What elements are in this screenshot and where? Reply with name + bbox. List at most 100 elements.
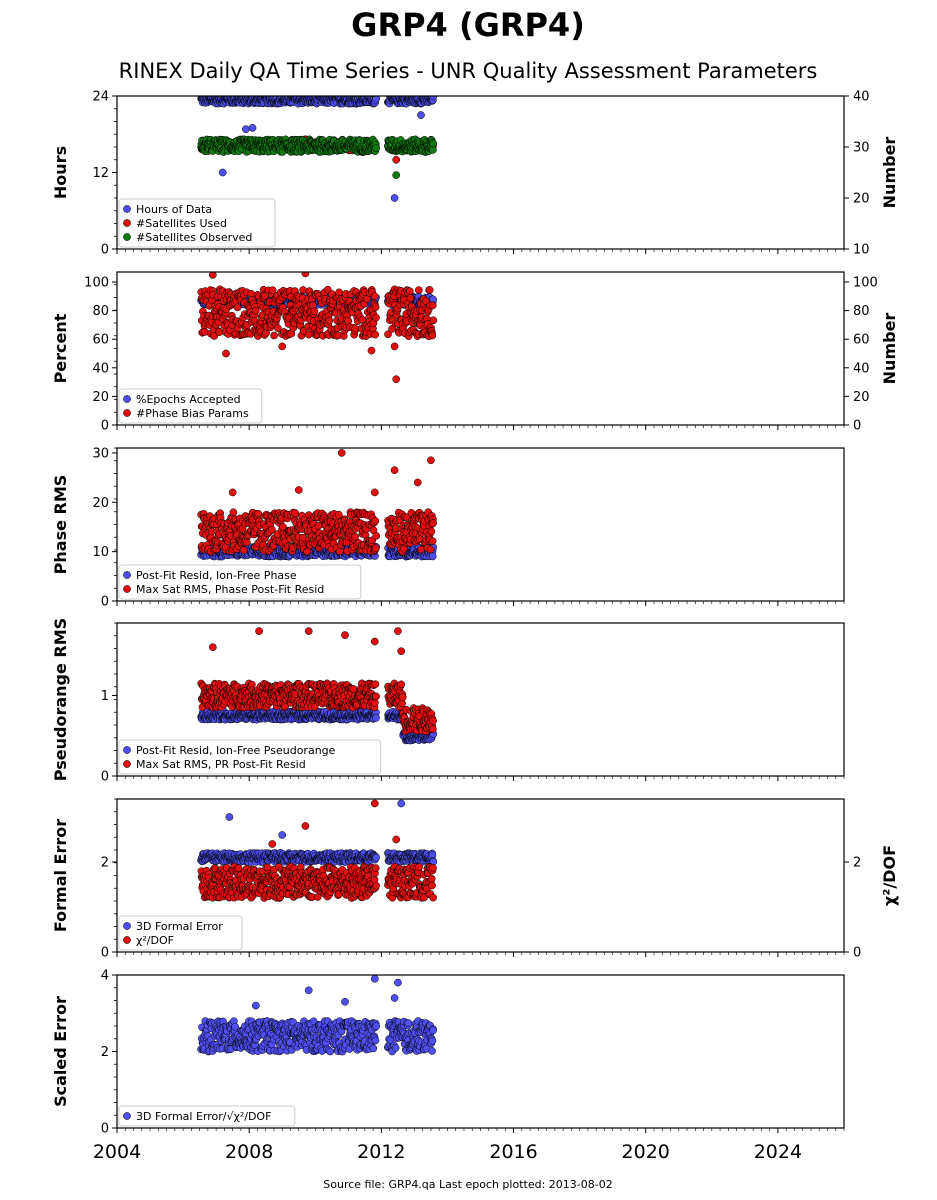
data-point-outlier	[390, 342, 399, 351]
y-axis-label: Hours	[51, 146, 70, 199]
data-point-outlier	[242, 125, 250, 134]
legend: Hours of Data#Satellites Used#Satellites…	[118, 198, 276, 248]
y-tick-label-right: 0	[853, 419, 861, 434]
data-point	[303, 547, 312, 556]
data-point	[372, 144, 380, 153]
y-tick-label-right: 30	[853, 141, 870, 156]
data-point	[251, 306, 260, 315]
data-point	[270, 331, 278, 340]
legend-label: %Epochs Accepted	[136, 393, 241, 406]
y-axis-label: Percent	[51, 313, 70, 383]
y-tick-label: 10	[92, 545, 109, 560]
data-point	[429, 139, 437, 148]
data-point-outlier	[248, 124, 257, 132]
series-blue-points	[197, 96, 438, 202]
x-ticks	[116, 601, 845, 606]
legend-marker	[123, 233, 131, 241]
data-point	[429, 519, 437, 528]
legend-marker	[123, 205, 131, 213]
data-point	[371, 517, 380, 525]
data-point	[384, 330, 392, 339]
data-point-outlier	[390, 466, 399, 475]
panel-2-points	[197, 272, 438, 384]
legend-label: #Satellites Used	[136, 217, 227, 230]
data-point-outlier	[337, 449, 346, 457]
data-point	[428, 537, 437, 545]
data-point	[268, 286, 277, 295]
data-point	[229, 508, 238, 517]
data-point	[372, 714, 380, 722]
data-point	[274, 324, 282, 333]
data-point	[335, 547, 344, 556]
legend-label: #Phase Bias Params	[136, 407, 249, 420]
legend-label: Hours of Data	[136, 203, 212, 216]
data-point	[371, 544, 380, 552]
y-ticks-right: 10 20 30 40	[844, 90, 870, 258]
legend-label: #Satellites Observed	[136, 231, 252, 244]
y-tick-label: 100	[84, 276, 109, 291]
y-axis-label-right: Number	[880, 313, 899, 385]
data-point	[370, 292, 379, 301]
data-point-outlier	[208, 272, 217, 279]
data-point	[291, 509, 300, 517]
data-point	[351, 532, 359, 541]
data-point	[405, 287, 414, 296]
y-tick-label: 0	[101, 595, 109, 610]
figure-title: GRP4 (GRP4)	[351, 6, 585, 44]
y-tick-label-right: 10	[853, 243, 870, 258]
legend: %Epochs Accepted#Phase Bias Params	[118, 388, 263, 424]
data-point-outlier	[222, 349, 230, 358]
data-point	[239, 546, 248, 555]
y-tick-label-right: 40	[853, 361, 870, 376]
legend-label: Post-Fit Resid, Ion-Free Phase	[136, 569, 297, 582]
data-point	[372, 532, 381, 540]
y-tick-label-right: 100	[853, 276, 878, 291]
data-point	[371, 330, 380, 339]
legend-marker	[123, 219, 131, 227]
data-point-outlier	[228, 488, 237, 497]
y-axis-label-right: Number	[880, 137, 899, 209]
data-point	[372, 313, 380, 322]
data-point	[428, 331, 437, 340]
legend-marker	[123, 571, 131, 579]
y-tick-label: 40	[92, 361, 109, 376]
panel-1-points	[197, 96, 438, 202]
figure-subtitle: RINEX Daily QA Time Series - UNR Quality…	[119, 59, 818, 83]
data-point	[310, 307, 319, 316]
data-point	[372, 692, 380, 701]
data-point-outlier	[392, 171, 401, 179]
data-point	[414, 286, 423, 294]
y-tick-label: 60	[92, 333, 109, 348]
legend-marker	[123, 395, 131, 403]
data-point-outlier	[278, 342, 287, 351]
legend-marker	[123, 585, 131, 593]
legend-box	[118, 388, 263, 424]
data-point-outlier	[390, 194, 399, 202]
y-tick-label: 30	[92, 446, 109, 461]
data-point	[425, 286, 434, 294]
data-point	[428, 301, 437, 310]
y-tick-label-right: 20	[853, 192, 870, 207]
series-red-points	[197, 449, 437, 556]
data-point	[371, 680, 380, 689]
y-tick-label: 20	[92, 390, 109, 405]
y-tick-label: 0	[101, 243, 109, 258]
y-tick-label-right: 20	[853, 390, 870, 405]
y-tick-label-right: 40	[853, 90, 870, 105]
data-point-outlier	[294, 486, 303, 494]
series-green-points	[197, 135, 437, 179]
data-point	[426, 545, 435, 554]
data-point-outlier	[392, 375, 401, 384]
data-point-outlier	[427, 456, 435, 465]
y-tick-label-right: 60	[853, 333, 870, 348]
data-point	[406, 294, 415, 303]
data-point	[243, 538, 251, 547]
